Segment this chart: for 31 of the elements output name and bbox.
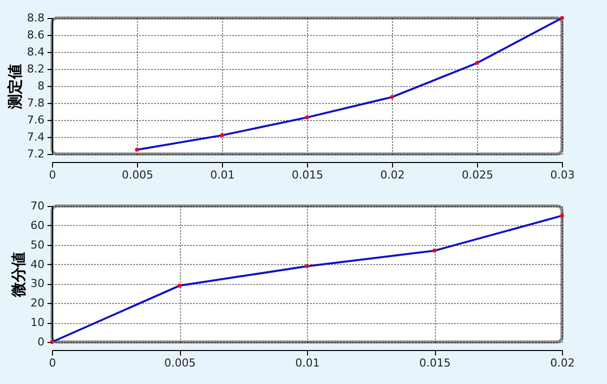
y-tick-label: 60	[30, 218, 44, 232]
y-tick-label: 7.6	[27, 114, 44, 126]
y-axis-title: 微分値	[10, 252, 28, 298]
y-tick-label: 8.4	[27, 46, 44, 58]
y-tick-label: 20	[30, 296, 44, 310]
x-tick-label: 0.005	[164, 356, 196, 370]
y-tick-label: 70	[30, 200, 44, 212]
x-tick-label: 0.015	[292, 168, 324, 182]
y-tick-label: 8.6	[27, 28, 44, 42]
y-tick-label: 7.8	[27, 96, 44, 110]
y-axis-title: 测定値	[6, 64, 24, 110]
x-tick-label: 0.01	[210, 168, 235, 182]
y-tick-label: 40	[30, 258, 44, 271]
y-tick-label: 8.8	[27, 12, 44, 24]
y-tick-label: 7.2	[27, 148, 44, 160]
x-tick-label: 0.01	[295, 356, 320, 370]
x-tick-label: 0.015	[419, 356, 451, 370]
x-tick-label: 0.005	[122, 168, 154, 182]
y-tick-label: 8	[38, 80, 44, 92]
x-tick-label: 0.02	[380, 168, 405, 182]
y-tick-label: 7.4	[27, 130, 44, 144]
y-tick-label: 0	[38, 336, 44, 348]
x-tick-label: 0	[49, 356, 56, 370]
x-tick-label: 0.02	[550, 356, 575, 370]
y-tick-label: 30	[30, 277, 44, 290]
y-tick-label: 10	[30, 316, 44, 330]
x-tick-label: 0.025	[462, 168, 494, 182]
x-tick-label: 0.03	[550, 168, 575, 182]
x-tick-label: 0	[49, 168, 56, 182]
y-tick-label: 50	[30, 238, 44, 252]
y-tick-label: 8.2	[27, 62, 44, 76]
